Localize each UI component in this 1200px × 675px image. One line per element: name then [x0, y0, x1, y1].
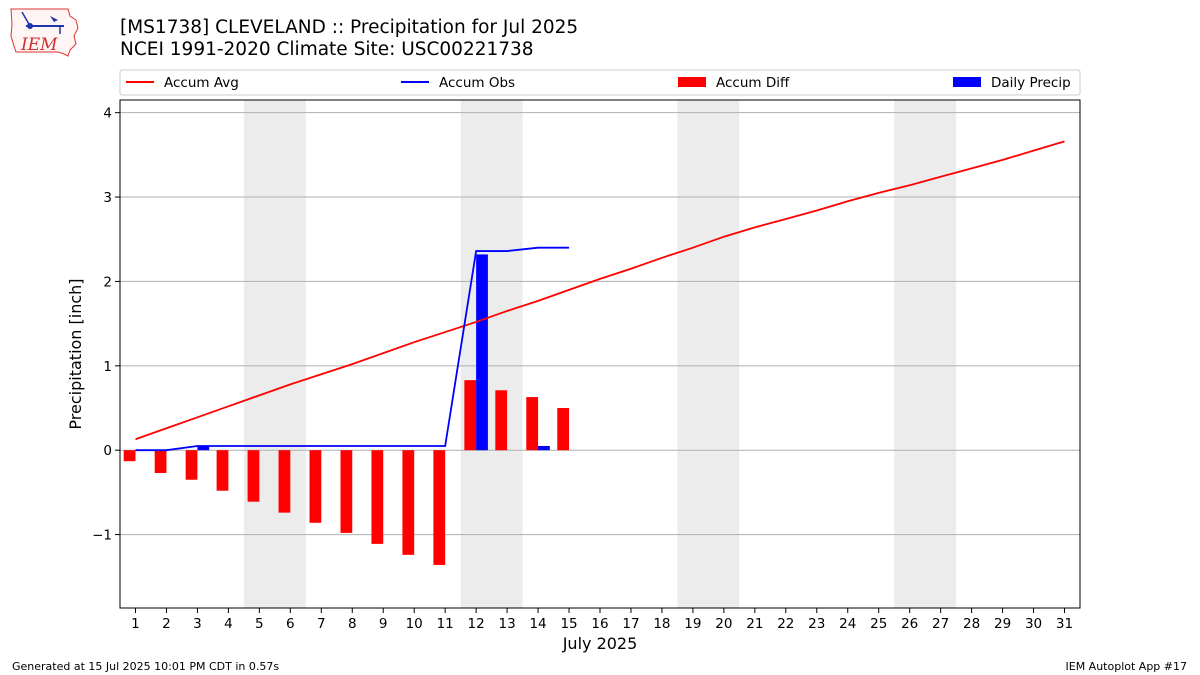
legend-daily-precip-label: Daily Precip [991, 75, 1071, 91]
x-tick-label: 5 [255, 616, 264, 632]
weekend-shade [460, 100, 523, 608]
accum-diff-bar [309, 450, 322, 523]
x-tick-label: 14 [529, 616, 546, 632]
legend-accum-diff-swatch [678, 77, 706, 87]
x-tick-label: 24 [839, 616, 856, 632]
daily-precip-bar [538, 445, 550, 451]
y-tick-label: 4 [103, 106, 112, 122]
x-tick-label: 30 [1025, 616, 1042, 632]
x-tick-label: 18 [653, 616, 670, 632]
x-tick-label: 13 [499, 616, 516, 632]
x-tick-label: 10 [406, 616, 423, 632]
x-tick-label: 25 [870, 616, 887, 632]
y-tick-label: −1 [92, 528, 112, 544]
y-tick-label: 0 [103, 443, 112, 459]
accum-diff-bar [402, 450, 415, 555]
x-tick-label: 16 [591, 616, 608, 632]
legend: Accum Avg Accum Obs Accum Diff Daily Precip [119, 69, 1081, 96]
legend-accum-diff-label: Accum Diff [716, 75, 790, 91]
weekend-shade [677, 100, 740, 608]
y-tick-label: 3 [103, 190, 112, 206]
x-tick-label: 3 [193, 616, 202, 632]
x-tick-label: 22 [777, 616, 794, 632]
accum-diff-bar [216, 450, 229, 491]
x-tick-label: 26 [901, 616, 918, 632]
x-tick-label: 15 [560, 616, 577, 632]
accum-diff-bar [154, 450, 167, 473]
x-tick-label: 28 [963, 616, 980, 632]
app-credit: IEM Autoplot App #17 [1065, 660, 1188, 673]
accum-diff-bar [185, 450, 198, 480]
x-tick-label: 19 [684, 616, 701, 632]
x-tick-label: 17 [622, 616, 639, 632]
generated-timestamp: Generated at 15 Jul 2025 10:01 PM CDT in… [12, 660, 280, 673]
x-tick-label: 31 [1056, 616, 1073, 632]
accum-avg-line [135, 140, 1065, 441]
accum-diff-bar [123, 450, 136, 462]
x-axis-ticks: 1 2 3 4 5 6 7 8 9 10 11 12 13 14 15 16 17 18 19 20 21 22 23 24 2… [131, 608, 1073, 632]
x-tick-label: 9 [379, 616, 388, 632]
weekend-shade [243, 100, 306, 608]
daily-precip-bar [476, 254, 488, 451]
y-axis-label: Precipitation [inch] [66, 278, 85, 429]
legend-daily-precip: Daily Precip [953, 75, 1071, 91]
weekend-shade [894, 100, 957, 608]
accum-diff-bar [247, 450, 260, 502]
accum-diff-bar [278, 450, 291, 513]
x-tick-label: 21 [746, 616, 763, 632]
x-tick-label: 4 [224, 616, 233, 632]
daily-precip-bar [197, 445, 210, 451]
accum-diff-bar [340, 450, 353, 533]
lines [135, 140, 1065, 452]
x-tick-label: 1 [131, 616, 140, 632]
chart-title: [MS1738] CLEVELAND :: Precipitation for … [120, 17, 579, 38]
x-tick-label: 12 [468, 616, 485, 632]
x-tick-label: 2 [162, 616, 171, 632]
x-tick-label: 7 [317, 616, 326, 632]
x-tick-label: 6 [286, 616, 295, 632]
x-tick-label: 27 [932, 616, 949, 632]
bars [123, 254, 570, 565]
x-tick-label: 23 [808, 616, 825, 632]
iem-logo-text: IEM [20, 35, 58, 55]
accum-obs-line [135, 246, 570, 452]
accum-diff-bar [371, 450, 384, 544]
y-tick-label: 2 [103, 274, 112, 290]
accum-diff-bar [433, 450, 446, 565]
accum-diff-bar [464, 380, 477, 451]
x-tick-label: 11 [437, 616, 454, 632]
accum-diff-bar [557, 408, 570, 451]
accum-diff-bar [526, 397, 539, 451]
x-tick-label: 20 [715, 616, 732, 632]
chart-subtitle: NCEI 1991-2020 Climate Site: USC00221738 [120, 39, 534, 60]
x-tick-label: 8 [348, 616, 357, 632]
legend-daily-precip-swatch [953, 77, 981, 87]
legend-accum-diff: Accum Diff [678, 75, 790, 91]
legend-accum-obs: Accum Obs [401, 75, 515, 91]
legend-accum-avg: Accum Avg [126, 75, 239, 91]
accum-diff-bar [495, 390, 508, 451]
iem-logo: IEM [8, 6, 80, 58]
legend-accum-obs-label: Accum Obs [439, 75, 515, 91]
legend-box [119, 69, 1081, 96]
x-axis-label: July 2025 [562, 634, 638, 653]
weekend-shading [243, 100, 957, 608]
legend-accum-avg-label: Accum Avg [164, 75, 239, 91]
y-axis-ticks: −1 0 1 2 3 4 [92, 106, 120, 544]
x-tick-label: 29 [994, 616, 1011, 632]
y-tick-label: 1 [103, 359, 112, 375]
